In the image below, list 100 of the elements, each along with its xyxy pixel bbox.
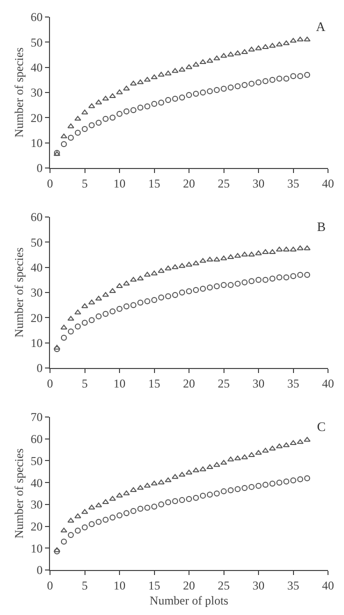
point xyxy=(123,490,130,496)
y-tick-label: 60 xyxy=(30,10,43,24)
x-tick-label: 25 xyxy=(218,376,230,390)
point xyxy=(130,508,136,514)
point xyxy=(74,513,82,518)
point xyxy=(200,466,206,472)
point xyxy=(88,103,96,108)
point xyxy=(67,316,74,321)
y-tick-label: 70 xyxy=(30,410,43,424)
y-axis-title: Number of species xyxy=(12,247,26,338)
point xyxy=(206,492,213,498)
x-tick-label: 10 xyxy=(114,376,126,390)
x-tick-label: 15 xyxy=(148,176,160,190)
point xyxy=(116,512,122,518)
point xyxy=(255,450,262,455)
point xyxy=(269,480,276,487)
x-tick-label: 15 xyxy=(148,578,160,592)
point xyxy=(172,474,178,479)
point xyxy=(220,282,227,288)
point xyxy=(234,486,241,492)
y-tick-label: 10 xyxy=(30,541,43,556)
point xyxy=(290,477,296,484)
point xyxy=(256,79,262,86)
point xyxy=(60,334,67,341)
point xyxy=(206,88,213,94)
point xyxy=(82,524,88,530)
x-tick-label: 0 xyxy=(47,176,53,190)
y-tick-label: 40 xyxy=(30,60,43,75)
x-tick-label: 20 xyxy=(183,578,195,592)
point xyxy=(256,276,262,283)
point xyxy=(262,44,269,49)
point xyxy=(96,313,102,320)
point xyxy=(248,46,255,52)
x-tick-label: 5 xyxy=(82,376,88,390)
point xyxy=(220,86,227,92)
point xyxy=(269,76,276,83)
point xyxy=(60,141,67,148)
y-tick-label: 40 xyxy=(30,260,43,275)
point xyxy=(60,528,68,532)
point xyxy=(228,487,234,494)
point xyxy=(109,288,116,293)
point xyxy=(276,274,282,280)
x-tick-label: 40 xyxy=(322,176,334,190)
y-tick-label: 0 xyxy=(36,161,43,176)
point xyxy=(88,122,95,128)
y-tick-label: 50 xyxy=(30,35,43,50)
point xyxy=(214,283,220,290)
point xyxy=(248,484,255,490)
x-tick-label: 40 xyxy=(322,376,334,390)
point xyxy=(192,494,199,501)
point xyxy=(116,283,123,288)
point xyxy=(220,488,227,494)
point xyxy=(144,272,151,277)
point xyxy=(186,288,192,294)
y-tick-label: 20 xyxy=(30,110,43,125)
x-tick-label: 35 xyxy=(287,578,300,592)
point xyxy=(255,45,262,50)
point xyxy=(144,504,150,511)
y-tick-label: 30 xyxy=(30,286,43,300)
x-tick-label: 20 xyxy=(183,376,195,390)
point xyxy=(192,468,200,472)
point xyxy=(158,294,164,301)
point xyxy=(297,73,304,80)
point xyxy=(116,306,122,312)
point xyxy=(248,80,255,87)
point xyxy=(242,485,248,492)
point xyxy=(283,76,290,82)
point xyxy=(269,42,276,48)
point xyxy=(68,134,74,141)
point xyxy=(54,344,60,350)
point xyxy=(242,279,248,286)
y-tick-label: 0 xyxy=(36,361,43,376)
point xyxy=(82,320,88,326)
point xyxy=(172,264,178,270)
point xyxy=(206,284,213,290)
x-tick-label: 0 xyxy=(47,376,53,390)
point xyxy=(165,293,172,300)
point xyxy=(192,90,199,97)
point xyxy=(213,256,220,262)
point xyxy=(248,252,255,256)
point xyxy=(158,501,164,508)
point xyxy=(304,436,311,442)
point xyxy=(144,103,150,110)
point xyxy=(304,72,310,78)
point xyxy=(130,276,137,282)
point xyxy=(241,454,248,460)
y-tick-label: 50 xyxy=(30,235,43,250)
point xyxy=(116,492,123,498)
point xyxy=(283,274,290,280)
point xyxy=(192,286,199,293)
point xyxy=(179,290,186,296)
point xyxy=(116,110,122,117)
point xyxy=(234,280,241,287)
point xyxy=(123,280,130,286)
point xyxy=(164,477,172,482)
point xyxy=(144,76,151,82)
point xyxy=(137,300,144,306)
point xyxy=(178,66,186,72)
x-tick-label: 40 xyxy=(322,578,334,592)
point xyxy=(151,504,158,510)
